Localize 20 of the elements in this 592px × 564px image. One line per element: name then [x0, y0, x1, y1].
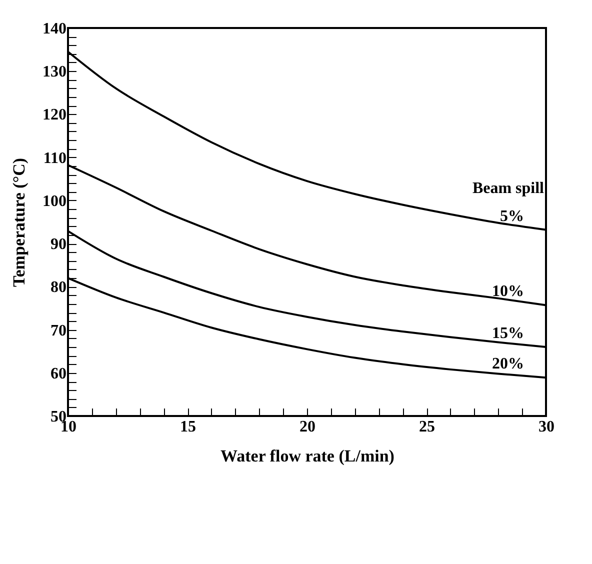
series-label: 5%: [500, 208, 524, 225]
x-tick-label: 30: [538, 418, 554, 436]
x-axis-title: Water flow rate (L/min): [220, 446, 394, 466]
y-tick-label: 80: [50, 279, 66, 296]
x-tick-label: 20: [300, 418, 316, 436]
y-tick-label: 70: [50, 322, 66, 340]
series-label: 10%: [492, 283, 524, 300]
y-tick-label: 110: [43, 150, 66, 167]
x-tick-label: 25: [419, 418, 435, 436]
y-tick-label: 130: [42, 64, 66, 81]
y-tick-label: 120: [42, 106, 66, 124]
y-tick-label: 90: [50, 236, 66, 254]
series-label: 15%: [492, 325, 524, 342]
x-tick-label: 15: [180, 418, 196, 436]
y-tick-label: 140: [42, 20, 66, 38]
y-tick-label: 60: [50, 365, 66, 382]
y-tick-label: 100: [42, 192, 66, 210]
series-label: 20%: [492, 356, 524, 373]
y-axis-title: Temperature (°C): [10, 158, 28, 288]
annotation: Beam spill: [472, 180, 545, 197]
